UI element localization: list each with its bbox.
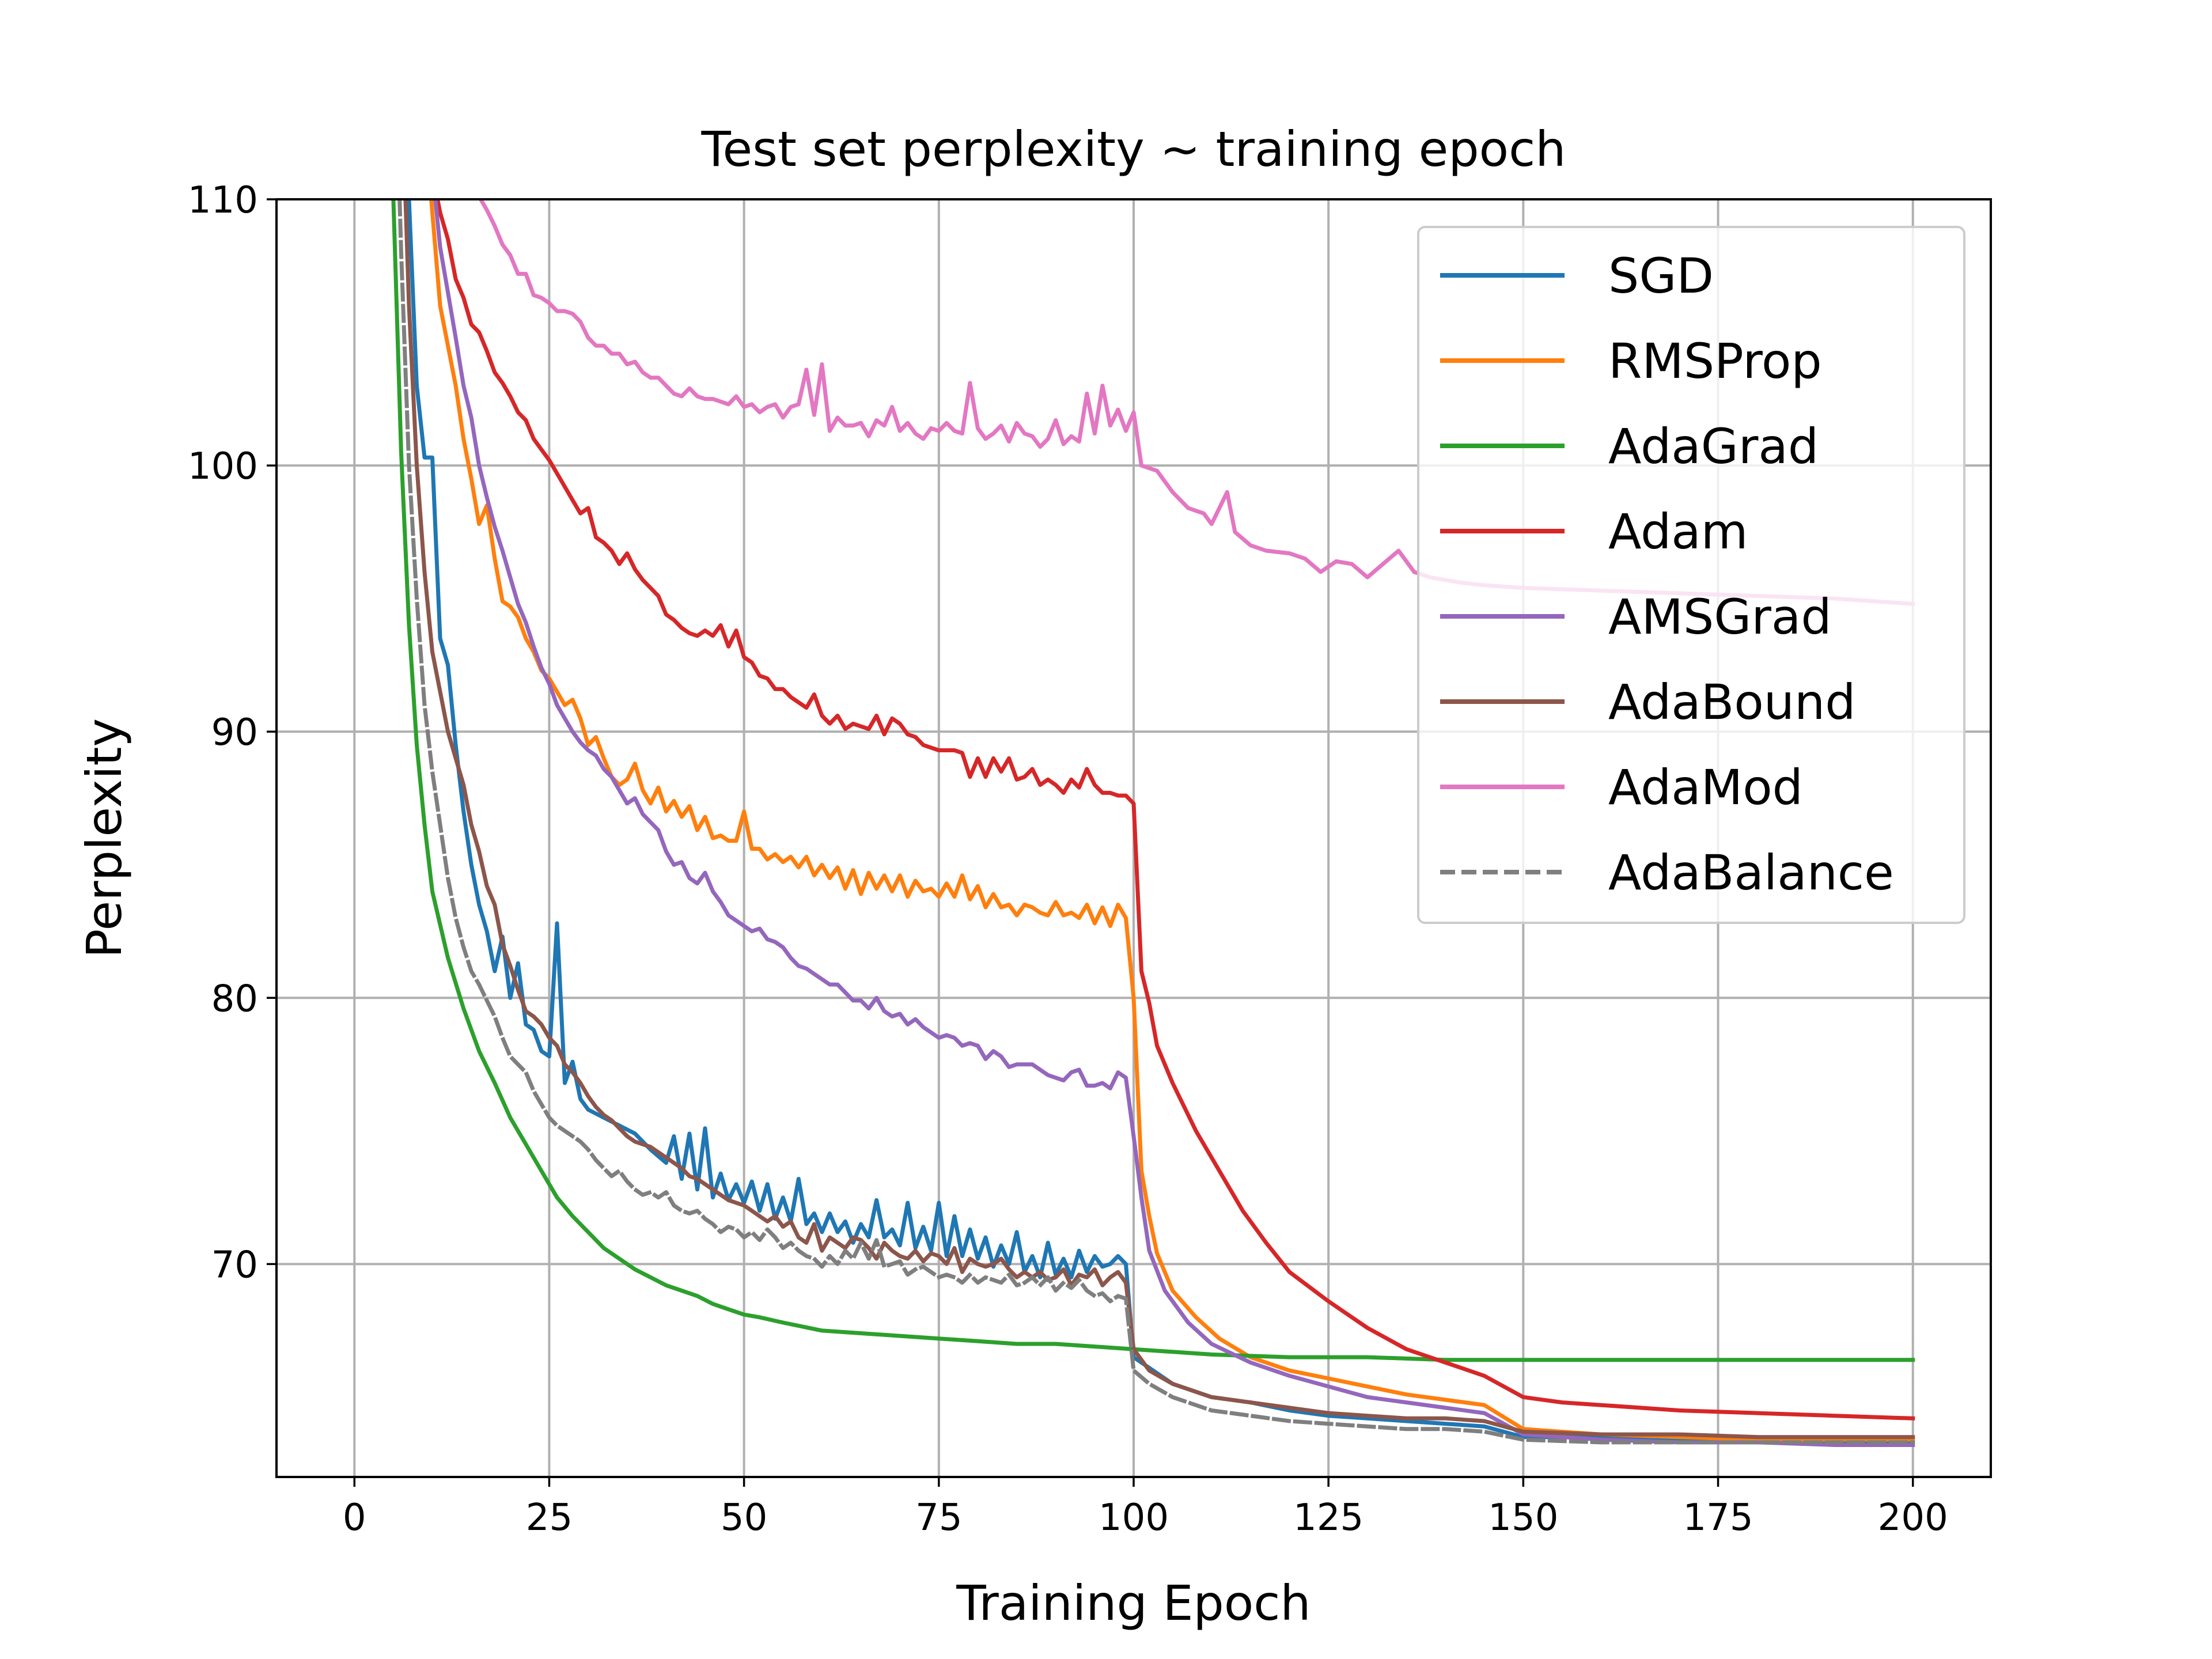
x-tick-label: 200 <box>1878 1497 1948 1539</box>
legend: SGD RMSProp AdaGrad Adam AMSGrad AdaBound AdaM… <box>1417 226 1965 924</box>
y-tick-label: 100 <box>188 445 258 488</box>
x-tick-label: 125 <box>1293 1497 1363 1539</box>
y-tick-label: 80 <box>211 978 258 1020</box>
y-axis-label: Perplexity <box>76 718 132 958</box>
series-line-adam <box>435 199 1915 1421</box>
x-tick-label: 175 <box>1683 1497 1753 1539</box>
x-tick-label: 150 <box>1488 1497 1558 1539</box>
series-line-adagrad <box>391 199 1915 1362</box>
x-tick-label: 75 <box>915 1497 962 1539</box>
series-line-adabalance <box>397 199 1915 1445</box>
legend-label-adagrad: AdaGrad <box>1608 418 1819 475</box>
legend-label-sgd: SGD <box>1608 248 1714 304</box>
series-group <box>391 199 1915 1447</box>
legend-label-adabalance: AdaBalance <box>1608 844 1894 901</box>
series-line-amsgrad <box>433 199 1915 1447</box>
series-line-sgd <box>407 199 1915 1445</box>
y-tick-label: 70 <box>211 1244 258 1286</box>
legend-label-amsgrad: AMSGrad <box>1608 589 1832 645</box>
legend-label-adam: Adam <box>1608 503 1748 560</box>
series-line-adamod <box>478 199 1915 607</box>
legend-label-rmsprop: RMSProp <box>1608 333 1822 389</box>
series-line-adabound <box>403 199 1915 1440</box>
x-tick-label: 25 <box>526 1497 573 1539</box>
series-line-rmsprop <box>429 199 1915 1442</box>
x-tick-label: 50 <box>721 1497 767 1539</box>
x-tick-label: 100 <box>1099 1497 1169 1539</box>
axis-ticks: 0 25 50 75 100 125 150 175 200 70 80 90 100 110 <box>188 179 1948 1539</box>
legend-label-adabound: AdaBound <box>1608 674 1856 730</box>
x-axis-label: Training Epoch <box>956 1575 1310 1631</box>
legend-box <box>1417 226 1965 924</box>
x-tick-label: 0 <box>343 1497 366 1539</box>
legend-label-adamod: AdaMod <box>1608 759 1803 816</box>
y-tick-label: 90 <box>211 711 258 754</box>
chart-title: Test set perplexity ~ training epoch <box>700 121 1566 177</box>
y-tick-label: 110 <box>188 179 258 222</box>
